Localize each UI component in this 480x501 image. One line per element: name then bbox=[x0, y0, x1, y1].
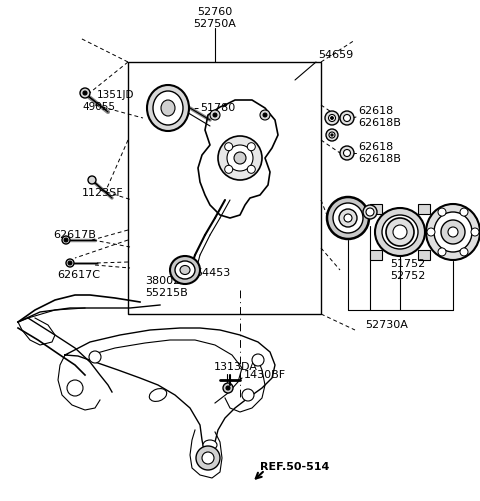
Circle shape bbox=[325, 111, 339, 125]
Circle shape bbox=[88, 176, 96, 184]
Circle shape bbox=[386, 218, 414, 246]
Bar bbox=[370, 204, 382, 214]
Circle shape bbox=[340, 146, 354, 160]
Circle shape bbox=[344, 115, 350, 122]
Circle shape bbox=[202, 452, 214, 464]
Circle shape bbox=[448, 227, 458, 237]
Text: 51780: 51780 bbox=[200, 103, 235, 113]
Ellipse shape bbox=[149, 389, 167, 401]
Circle shape bbox=[225, 143, 233, 151]
Bar bbox=[370, 250, 382, 260]
Circle shape bbox=[329, 132, 335, 138]
Ellipse shape bbox=[375, 208, 425, 256]
Circle shape bbox=[471, 228, 479, 236]
Text: REF.50-514: REF.50-514 bbox=[260, 462, 329, 472]
Circle shape bbox=[247, 143, 255, 151]
Circle shape bbox=[64, 238, 68, 242]
Ellipse shape bbox=[153, 91, 183, 125]
Circle shape bbox=[331, 117, 334, 120]
Ellipse shape bbox=[170, 256, 200, 284]
Ellipse shape bbox=[147, 85, 189, 131]
Circle shape bbox=[344, 149, 350, 156]
Ellipse shape bbox=[426, 204, 480, 260]
Circle shape bbox=[263, 113, 267, 117]
Circle shape bbox=[196, 446, 220, 470]
Text: 62618
62618B: 62618 62618B bbox=[358, 142, 401, 164]
Circle shape bbox=[227, 145, 253, 171]
Circle shape bbox=[213, 113, 217, 117]
Circle shape bbox=[247, 165, 255, 173]
Ellipse shape bbox=[363, 205, 377, 219]
Circle shape bbox=[427, 228, 435, 236]
Ellipse shape bbox=[344, 214, 352, 222]
Circle shape bbox=[438, 248, 446, 256]
Circle shape bbox=[438, 208, 446, 216]
Text: 62618
62618B: 62618 62618B bbox=[358, 106, 401, 128]
Circle shape bbox=[67, 380, 83, 396]
Text: 1313DA: 1313DA bbox=[214, 362, 258, 372]
Circle shape bbox=[223, 383, 233, 393]
Circle shape bbox=[328, 115, 336, 122]
Circle shape bbox=[225, 165, 233, 173]
Text: 52730A: 52730A bbox=[365, 320, 408, 330]
Ellipse shape bbox=[180, 266, 190, 275]
Circle shape bbox=[68, 261, 72, 265]
Circle shape bbox=[89, 351, 101, 363]
Text: 1430BF: 1430BF bbox=[244, 370, 286, 380]
Circle shape bbox=[83, 91, 87, 95]
Circle shape bbox=[460, 248, 468, 256]
Text: 62617C: 62617C bbox=[57, 270, 100, 280]
Circle shape bbox=[210, 110, 220, 120]
Ellipse shape bbox=[339, 209, 357, 227]
Ellipse shape bbox=[175, 261, 195, 279]
Text: 1123SF: 1123SF bbox=[82, 188, 124, 198]
Text: 49055: 49055 bbox=[82, 102, 115, 112]
Circle shape bbox=[326, 129, 338, 141]
Text: 1351JD: 1351JD bbox=[97, 90, 134, 100]
Ellipse shape bbox=[333, 203, 363, 233]
Circle shape bbox=[242, 389, 254, 401]
Ellipse shape bbox=[382, 215, 418, 249]
Text: 52760
52750A: 52760 52750A bbox=[193, 7, 237, 29]
Circle shape bbox=[441, 220, 465, 244]
Ellipse shape bbox=[327, 197, 369, 239]
Text: 54453: 54453 bbox=[195, 268, 230, 278]
Circle shape bbox=[66, 259, 74, 267]
Circle shape bbox=[340, 111, 354, 125]
Circle shape bbox=[460, 208, 468, 216]
Circle shape bbox=[260, 110, 270, 120]
Circle shape bbox=[331, 134, 333, 136]
Text: 54659: 54659 bbox=[318, 50, 353, 60]
Ellipse shape bbox=[161, 100, 175, 116]
Circle shape bbox=[234, 152, 246, 164]
Circle shape bbox=[226, 386, 230, 390]
Bar bbox=[418, 204, 430, 214]
Circle shape bbox=[252, 354, 264, 366]
Circle shape bbox=[393, 225, 407, 239]
Text: 38002A
55215B: 38002A 55215B bbox=[145, 276, 188, 298]
Bar bbox=[128, 62, 321, 314]
Circle shape bbox=[80, 88, 90, 98]
Bar bbox=[418, 250, 430, 260]
Circle shape bbox=[62, 236, 70, 244]
Text: 51752
52752: 51752 52752 bbox=[390, 259, 425, 281]
Circle shape bbox=[218, 136, 262, 180]
Ellipse shape bbox=[366, 208, 374, 216]
Text: 62617B: 62617B bbox=[53, 230, 96, 240]
Ellipse shape bbox=[203, 440, 217, 450]
Ellipse shape bbox=[434, 212, 472, 252]
